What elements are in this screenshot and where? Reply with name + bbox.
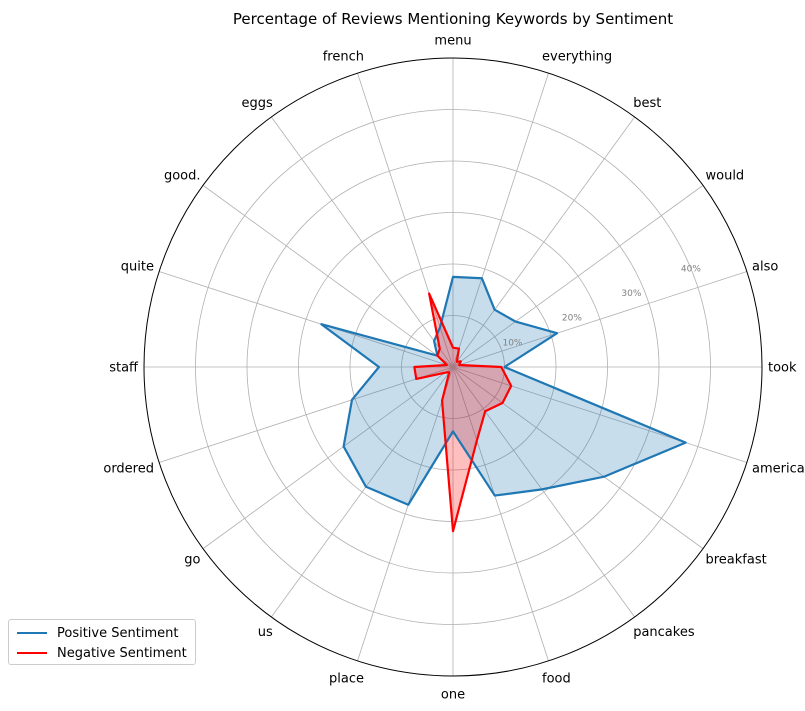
axis-label-8: good. [164,168,201,183]
grid-spoke-11 [158,366,454,463]
radial-tick-0: 10% [502,338,522,348]
axis-label-10: staff [109,361,139,376]
grid-spoke-1 [452,271,748,368]
radial-tick-3: 40% [681,265,701,275]
radial-tick-1: 20% [562,314,582,324]
grid-spoke-4 [452,72,549,368]
chart-title: Percentage of Reviews Mentioning Keyword… [233,10,673,28]
grid-spoke-7 [271,116,454,368]
axis-label-15: one [441,688,465,703]
axis-label-1: also [752,260,778,275]
grid-spoke-17 [452,366,635,618]
axis-label-4: everything [542,50,612,65]
grid-spoke-19 [452,366,748,463]
axis-label-7: eggs [242,96,274,111]
legend-swatch-positive [17,632,47,634]
radial-tick-labels: 10% 20% 30% 40% [502,265,701,349]
grid-spoke-14 [357,366,454,662]
radial-tick-2: 30% [621,289,641,299]
axis-label-3: best [633,96,661,111]
series-fill-0 [321,276,686,505]
legend: Positive Sentiment Negative Sentiment [8,619,196,665]
axis-label-0: took [768,361,797,376]
axis-label-5: menu [434,34,471,49]
axis-label-14: place [329,672,364,687]
polar-frame [143,57,763,677]
grid-spoke-8 [202,185,454,368]
legend-item-positive: Positive Sentiment [17,624,178,642]
axis-label-13: us [258,625,273,640]
axis-label-12: go [184,553,200,568]
axis-label-9: quite [121,260,154,275]
series-line-1 [413,292,513,533]
grid-spoke-12 [202,366,454,549]
axis-label-18: breakfast [706,553,767,568]
axis-labels: took also would best everything menu french egg… [103,34,805,703]
grid-spoke-6 [357,72,454,368]
legend-swatch-negative [17,652,47,654]
axis-label-17: pancakes [633,625,695,640]
series-line-0 [320,275,687,506]
grid-spoke-18 [452,366,704,549]
axis-label-2: would [706,168,745,183]
grid-spoke-9 [158,271,454,368]
grid-spoke-16 [452,366,549,662]
legend-label-positive: Positive Sentiment [57,625,179,641]
axis-label-16: food [542,672,571,687]
grid-spoke-3 [452,116,635,368]
grid-spoke-2 [452,185,704,368]
series-lines [320,275,687,533]
axis-label-6: french [323,50,364,65]
axis-label-11: ordered [103,462,154,477]
grid-spoke-13 [271,366,454,618]
grid [143,57,763,677]
legend-item-negative: Negative Sentiment [17,644,187,662]
legend-label-negative: Negative Sentiment [57,645,187,661]
axis-label-19: american [752,462,805,477]
